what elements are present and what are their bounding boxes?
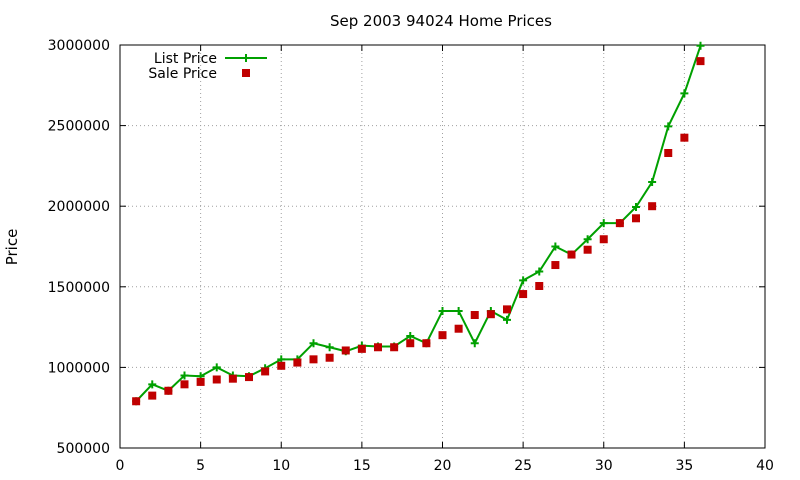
x-tick-label: 25 xyxy=(514,458,532,474)
sale-price-point xyxy=(632,214,640,223)
sale-price-point xyxy=(148,391,157,400)
y-tick-label: 500000 xyxy=(57,441,110,457)
x-tick-label: 15 xyxy=(353,458,371,474)
sale-price-point xyxy=(245,373,253,382)
sale-price-point xyxy=(325,353,334,362)
legend-label: List Price xyxy=(154,51,217,67)
x-tick-label: 0 xyxy=(116,458,125,474)
sale-price-point xyxy=(422,339,431,348)
list-price-point xyxy=(180,371,189,380)
y-tick-label: 3000000 xyxy=(48,38,110,54)
x-tick-label: 35 xyxy=(675,458,693,474)
sale-price-point xyxy=(228,374,237,383)
sale-price-point xyxy=(341,346,350,355)
list-price-point xyxy=(438,306,447,315)
list-price-point xyxy=(696,41,705,50)
sale-price-point xyxy=(470,311,479,320)
sale-price-point xyxy=(454,324,463,333)
list-price-point xyxy=(470,339,479,348)
list-price-point xyxy=(519,276,528,285)
list-price-point xyxy=(551,242,560,251)
x-tick-label: 10 xyxy=(272,458,290,474)
y-tick-label: 1500000 xyxy=(48,280,110,296)
grid xyxy=(120,45,765,448)
y-tick-label: 1000000 xyxy=(48,360,110,376)
sale-price-point xyxy=(519,290,528,299)
series-layer xyxy=(132,41,705,406)
y-tick-label: 2000000 xyxy=(48,199,110,215)
list-price-point xyxy=(599,219,608,228)
x-tick-label: 5 xyxy=(196,458,205,474)
axis-ticks xyxy=(119,44,766,449)
sale-price-point xyxy=(438,331,447,340)
sale-price-point xyxy=(406,339,415,348)
sale-price-point xyxy=(696,57,705,66)
y-tick-label: 2500000 xyxy=(48,119,110,135)
sale-price-point xyxy=(583,245,592,254)
legend-marker xyxy=(242,54,250,62)
list-price-point xyxy=(648,178,657,187)
sale-price-point xyxy=(196,377,205,386)
list-price-point xyxy=(212,363,221,372)
list-price-point xyxy=(664,122,673,131)
sale-price-point xyxy=(293,358,302,367)
series-1 xyxy=(132,57,705,406)
sale-price-point xyxy=(567,250,576,259)
sale-price-point xyxy=(486,310,495,319)
list-price-point xyxy=(680,89,689,98)
legend-label: Sale Price xyxy=(148,66,217,82)
sale-price-point xyxy=(212,375,221,384)
list-price-point xyxy=(632,203,640,212)
sale-price-point xyxy=(390,343,399,352)
sale-price-point xyxy=(261,367,270,376)
list-price-point xyxy=(148,380,157,389)
list-price-line xyxy=(135,45,702,402)
list-price-point xyxy=(535,267,544,276)
sale-price-point xyxy=(164,386,173,395)
chart-title: Sep 2003 94024 Home Prices xyxy=(330,12,552,30)
sale-price-point xyxy=(277,361,286,370)
sale-price-point xyxy=(648,202,657,211)
list-price-point xyxy=(406,331,415,340)
tick-labels: 0 5 10 15 20 25 30 35 40 500000 1000000 1500000 2000… xyxy=(48,38,774,474)
sale-price-point xyxy=(615,219,624,228)
sale-price-point xyxy=(535,281,544,290)
x-tick-label: 40 xyxy=(756,458,774,474)
sale-price-point xyxy=(551,261,560,270)
list-price-point xyxy=(454,306,463,315)
list-price-point xyxy=(583,235,592,244)
legend-marker xyxy=(242,69,250,77)
y-axis-label: Price xyxy=(3,229,21,266)
x-tick-label: 30 xyxy=(595,458,613,474)
x-tick-label: 20 xyxy=(434,458,452,474)
list-price-point xyxy=(309,339,318,348)
list-price-point xyxy=(325,343,334,352)
sale-price-point xyxy=(680,133,689,142)
list-price-point xyxy=(503,315,511,324)
sale-price-point xyxy=(503,305,511,314)
sale-price-point xyxy=(180,380,189,389)
sale-price-point xyxy=(309,355,318,364)
sale-price-point xyxy=(132,397,141,406)
sale-price-point xyxy=(599,235,608,244)
sale-price-point xyxy=(357,344,366,353)
sale-price-point xyxy=(374,343,382,352)
sale-price-point xyxy=(664,149,673,158)
